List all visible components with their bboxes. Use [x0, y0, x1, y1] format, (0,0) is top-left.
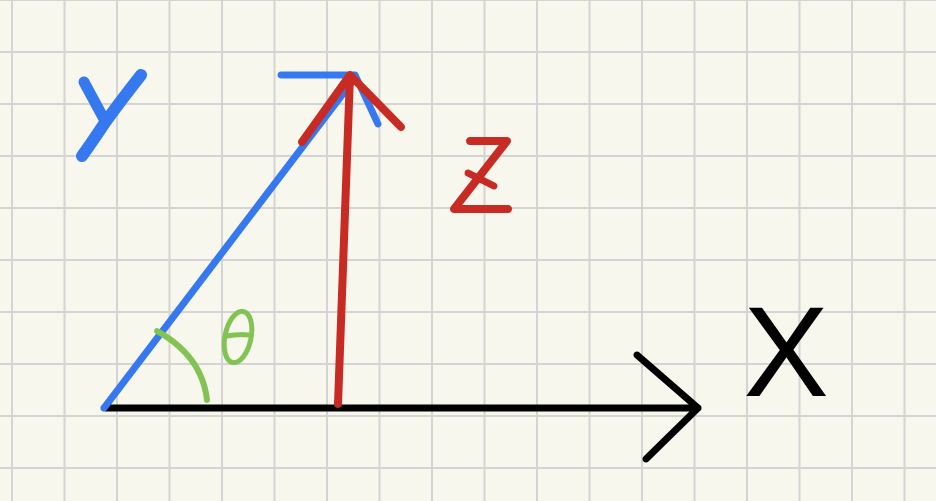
z-arrowhead: [298, 71, 405, 146]
z-vector-line: [334, 71, 354, 408]
label-y: Y: [76, 69, 147, 162]
label-y-stroke-1: [78, 76, 110, 125]
label-z-stroke: [450, 137, 512, 213]
label-theta-bar: [224, 332, 252, 339]
label-z-cross: [464, 169, 498, 190]
label-theta: θ: [221, 308, 255, 366]
theta-arc: [154, 328, 210, 403]
label-x: X: [743, 281, 828, 424]
x-vector: [100, 351, 702, 463]
z-vector: [298, 71, 405, 408]
x-arrowhead: [633, 351, 702, 463]
label-y-stroke-2: [76, 69, 147, 162]
label-z: Z: [450, 137, 512, 213]
